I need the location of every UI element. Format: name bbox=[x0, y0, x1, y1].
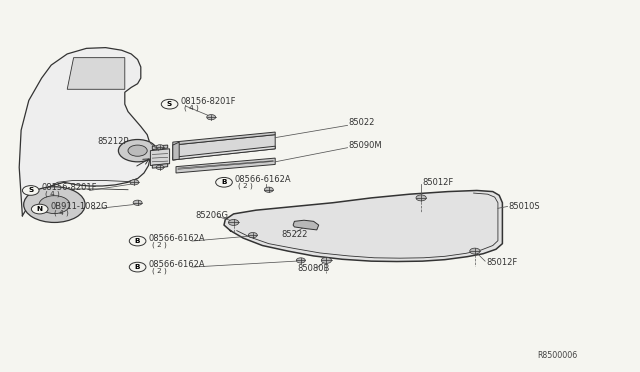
Polygon shape bbox=[173, 146, 275, 160]
Text: 85090M: 85090M bbox=[349, 141, 383, 150]
Text: 0B911-1082G: 0B911-1082G bbox=[51, 202, 108, 211]
Polygon shape bbox=[173, 135, 275, 160]
Text: 08156-8201F: 08156-8201F bbox=[42, 183, 97, 192]
Polygon shape bbox=[173, 142, 179, 160]
Circle shape bbox=[216, 177, 232, 187]
Polygon shape bbox=[150, 149, 170, 166]
Text: R8500006: R8500006 bbox=[538, 351, 578, 360]
Polygon shape bbox=[152, 145, 168, 150]
Text: 85080B: 85080B bbox=[298, 264, 330, 273]
Text: 85222: 85222 bbox=[282, 230, 308, 239]
Text: 85212P: 85212P bbox=[98, 137, 129, 146]
Circle shape bbox=[31, 204, 48, 214]
Polygon shape bbox=[19, 48, 150, 216]
Text: N: N bbox=[36, 206, 43, 212]
Text: S: S bbox=[167, 101, 172, 107]
Circle shape bbox=[248, 232, 257, 238]
Text: 85206G: 85206G bbox=[195, 211, 228, 220]
Text: 08156-8201F: 08156-8201F bbox=[180, 97, 236, 106]
Circle shape bbox=[264, 187, 273, 192]
Circle shape bbox=[296, 258, 305, 263]
Text: S: S bbox=[28, 187, 33, 193]
Circle shape bbox=[321, 257, 332, 263]
Circle shape bbox=[24, 187, 85, 222]
Circle shape bbox=[161, 99, 178, 109]
Text: ( 4 ): ( 4 ) bbox=[45, 191, 60, 198]
Circle shape bbox=[156, 145, 164, 149]
Circle shape bbox=[22, 186, 39, 195]
Polygon shape bbox=[152, 164, 168, 168]
Text: B: B bbox=[135, 238, 140, 244]
Circle shape bbox=[130, 180, 139, 185]
Text: B: B bbox=[135, 264, 140, 270]
Text: 85012F: 85012F bbox=[486, 258, 518, 267]
Polygon shape bbox=[67, 58, 125, 89]
Polygon shape bbox=[224, 190, 502, 262]
Circle shape bbox=[118, 140, 157, 162]
Text: ( 4 ): ( 4 ) bbox=[54, 209, 68, 216]
Circle shape bbox=[129, 236, 146, 246]
Circle shape bbox=[207, 115, 216, 120]
Text: 08566-6162A: 08566-6162A bbox=[148, 260, 205, 269]
Polygon shape bbox=[293, 220, 319, 230]
Text: 08566-6162A: 08566-6162A bbox=[148, 234, 205, 243]
Circle shape bbox=[228, 219, 239, 225]
Circle shape bbox=[133, 200, 142, 205]
Circle shape bbox=[128, 145, 147, 156]
Text: 08566-6162A: 08566-6162A bbox=[235, 175, 291, 184]
Text: 85010S: 85010S bbox=[509, 202, 540, 211]
Text: 85022: 85022 bbox=[349, 118, 375, 127]
Circle shape bbox=[470, 248, 480, 254]
Polygon shape bbox=[173, 132, 275, 145]
Circle shape bbox=[39, 196, 70, 214]
Text: ( 2 ): ( 2 ) bbox=[238, 183, 253, 189]
Circle shape bbox=[129, 262, 146, 272]
Polygon shape bbox=[176, 158, 275, 173]
Circle shape bbox=[416, 195, 426, 201]
Text: B: B bbox=[221, 179, 227, 185]
Text: ( 4 ): ( 4 ) bbox=[184, 105, 198, 111]
Text: ( 2 ): ( 2 ) bbox=[152, 241, 166, 248]
Circle shape bbox=[156, 165, 164, 170]
Text: ( 2 ): ( 2 ) bbox=[152, 267, 166, 274]
Text: 85012F: 85012F bbox=[422, 178, 454, 187]
